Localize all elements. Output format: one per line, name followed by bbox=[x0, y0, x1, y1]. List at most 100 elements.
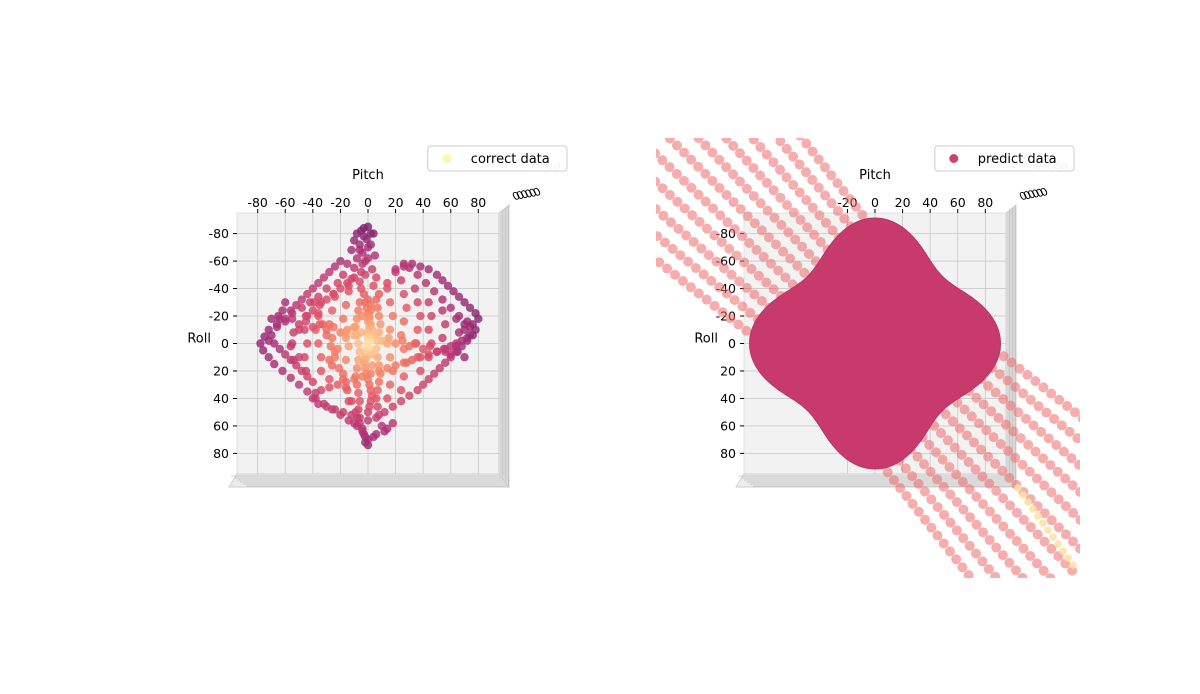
data-point bbox=[330, 292, 340, 301]
surface-point bbox=[1054, 394, 1065, 405]
surface-point bbox=[734, 276, 745, 287]
legend-label: correct data bbox=[471, 152, 550, 167]
surface-point bbox=[983, 380, 994, 391]
surface-point bbox=[721, 288, 732, 299]
data-point bbox=[292, 361, 301, 370]
surface-point bbox=[729, 112, 739, 122]
surface-point bbox=[1016, 603, 1026, 613]
surface-point bbox=[731, 82, 741, 92]
surface-point bbox=[792, 260, 803, 271]
data-point bbox=[421, 278, 431, 288]
surface-point bbox=[930, 447, 941, 458]
data-point bbox=[272, 322, 282, 332]
surface-point bbox=[724, 74, 734, 84]
data-point bbox=[460, 353, 469, 362]
data-point bbox=[413, 386, 422, 395]
surface-point bbox=[763, 232, 774, 243]
surface-point bbox=[681, 230, 692, 241]
surface-point bbox=[725, 313, 736, 324]
data-point bbox=[454, 292, 464, 301]
surface-point bbox=[700, 140, 711, 151]
surface-point bbox=[1046, 543, 1057, 554]
surface-point bbox=[782, 200, 793, 211]
data-point bbox=[435, 364, 444, 373]
surface-point bbox=[956, 449, 967, 460]
legend-frame bbox=[934, 145, 1075, 172]
surface-point bbox=[1031, 588, 1041, 598]
surface-point bbox=[1127, 478, 1137, 488]
surface-point bbox=[656, 257, 665, 268]
surface-point bbox=[794, 187, 805, 198]
data-point bbox=[363, 339, 373, 348]
surface-point bbox=[658, 126, 668, 136]
data-point bbox=[351, 322, 360, 332]
data-point bbox=[424, 325, 433, 334]
surface-point bbox=[988, 432, 999, 443]
surface-point bbox=[807, 174, 818, 185]
surface-point bbox=[598, 186, 608, 196]
data-point bbox=[424, 350, 433, 359]
surface-point bbox=[981, 425, 992, 436]
surface-point bbox=[1002, 375, 1013, 386]
surface-point bbox=[755, 170, 766, 181]
surface-point bbox=[976, 444, 987, 455]
surface-point bbox=[788, 207, 799, 218]
surface-point bbox=[763, 121, 773, 131]
surface-point bbox=[1010, 565, 1021, 576]
surface-point bbox=[749, 218, 760, 229]
data-point bbox=[338, 407, 348, 417]
surface-point bbox=[739, 59, 749, 69]
data-point bbox=[330, 262, 340, 271]
data-point bbox=[350, 263, 359, 273]
data-point bbox=[341, 355, 351, 365]
y-tick-label: -40 bbox=[209, 281, 229, 296]
surface-point bbox=[1104, 486, 1114, 496]
data-point bbox=[416, 262, 425, 271]
surface-point bbox=[968, 437, 979, 448]
surface-point bbox=[662, 263, 673, 274]
surface-point bbox=[708, 119, 718, 129]
surface-point bbox=[741, 282, 752, 293]
surface-point bbox=[716, 237, 727, 248]
surface-point bbox=[945, 489, 956, 500]
predict-surface bbox=[591, 59, 1137, 613]
surface-point bbox=[1072, 433, 1080, 444]
data-point bbox=[385, 298, 395, 307]
data-point bbox=[330, 405, 340, 414]
surface-point bbox=[758, 251, 769, 262]
surface-point bbox=[758, 83, 768, 93]
surface-point bbox=[997, 550, 1008, 561]
data-point bbox=[325, 267, 334, 277]
surface-point bbox=[783, 227, 794, 238]
data-point bbox=[376, 320, 385, 329]
data-point bbox=[413, 325, 422, 334]
data-point bbox=[354, 405, 363, 414]
surface-point bbox=[839, 213, 850, 224]
surface-point bbox=[807, 202, 818, 213]
fringe-point bbox=[1014, 484, 1022, 492]
surface-point bbox=[665, 217, 676, 228]
surface-point bbox=[997, 465, 1008, 476]
surface-point bbox=[1060, 473, 1071, 484]
surface-point bbox=[947, 416, 958, 427]
data-point bbox=[391, 267, 400, 277]
surface-point bbox=[656, 231, 663, 242]
data-point bbox=[391, 339, 400, 348]
surface-point bbox=[715, 210, 726, 221]
surface-point bbox=[1038, 382, 1049, 393]
data-point bbox=[270, 359, 279, 369]
surface-point bbox=[1110, 438, 1120, 448]
surface-point bbox=[701, 111, 711, 121]
y-tick-label: -80 bbox=[209, 226, 229, 241]
surface-point bbox=[971, 392, 982, 403]
surface-point bbox=[1077, 414, 1080, 423]
data-point bbox=[300, 353, 309, 362]
surface-point bbox=[924, 439, 935, 450]
surface-point bbox=[693, 161, 704, 172]
surface-point bbox=[591, 208, 601, 218]
surface-point bbox=[613, 171, 623, 181]
data-point bbox=[418, 344, 428, 354]
data-point bbox=[316, 366, 326, 376]
surface-point bbox=[657, 155, 668, 166]
surface-point bbox=[687, 126, 697, 136]
